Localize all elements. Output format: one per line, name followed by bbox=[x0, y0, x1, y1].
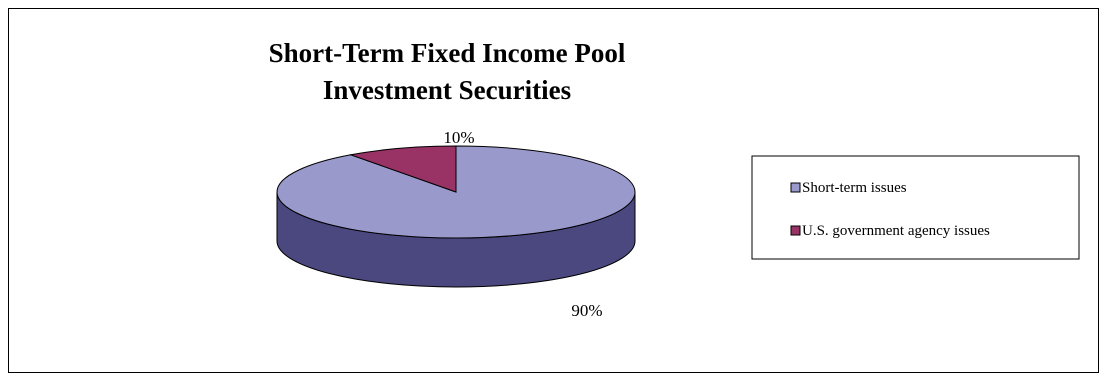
pie-slice-short-term-issues bbox=[276, 145, 636, 239]
pie-plot-area bbox=[276, 145, 636, 288]
legend-swatch-us-government-agency-issues bbox=[790, 225, 801, 236]
chart-legend: Short-term issues U.S. government agency… bbox=[751, 155, 1080, 260]
data-label-us-government-agency-issues: 10% bbox=[443, 128, 474, 147]
data-label-short-term-issues: 90% bbox=[571, 301, 602, 320]
legend-label-short-term-issues: Short-term issues bbox=[802, 180, 907, 196]
pie-slice-us-government-agency-issues bbox=[348, 145, 457, 193]
legend-label-us-government-agency-issues: U.S. government agency issues bbox=[802, 223, 990, 239]
pie-chart: Short-Term Fixed Income Pool Investment … bbox=[269, 38, 1080, 320]
chart-title-line-1: Short-Term Fixed Income Pool bbox=[269, 38, 626, 68]
chart-frame: Short-Term Fixed Income Pool Investment … bbox=[8, 8, 1099, 373]
chart-title-line-2: Investment Securities bbox=[323, 75, 571, 105]
legend-swatch-short-term-issues bbox=[790, 182, 801, 193]
legend-box bbox=[751, 155, 1080, 260]
